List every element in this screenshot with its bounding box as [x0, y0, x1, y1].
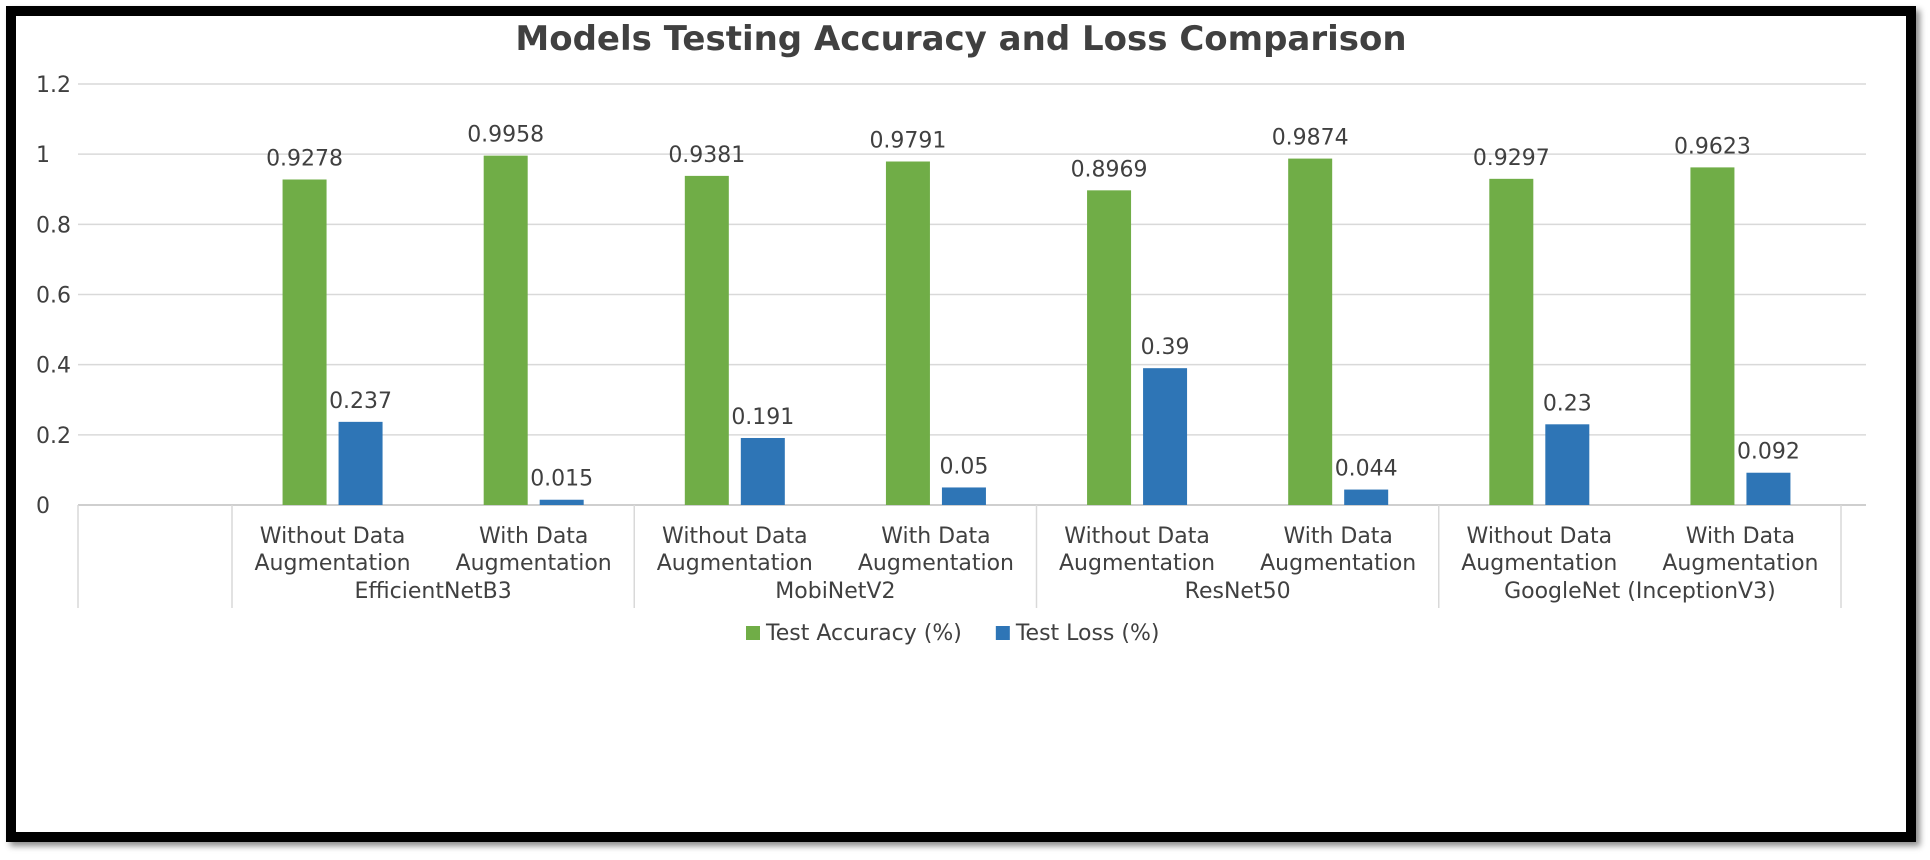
- loss-data-label: 0.015: [530, 467, 593, 492]
- accuracy-data-label: 0.9381: [668, 143, 745, 168]
- loss-bar: [539, 499, 584, 505]
- x-category-label: With Data Augmentation: [456, 524, 612, 576]
- loss-bar: [1143, 368, 1188, 505]
- x-group-label: EfficientNetB3: [355, 579, 512, 604]
- accuracy-bar: [1288, 158, 1333, 506]
- loss-bar: [740, 437, 785, 505]
- labels-layer: 0.9278 0.9958 0.9381 0.9791 0.8969 0.9874 0.92…: [266, 123, 1800, 492]
- legend-swatch-loss: [995, 626, 1010, 640]
- legend-label-accuracy: Test Accuracy (%): [765, 621, 962, 646]
- legend: Test Accuracy (%) Test Loss (%): [746, 621, 1159, 646]
- x-category-label: With Data Augmentation: [1260, 524, 1416, 576]
- accuracy-bar: [483, 155, 528, 505]
- x-group-label: GoogleNet (InceptionV3): [1504, 579, 1776, 604]
- x-category-label: Without Data Augmentation: [657, 524, 813, 576]
- y-tick-label: 1.2: [36, 73, 71, 98]
- x-group-label: ResNet50: [1185, 579, 1291, 604]
- x-category-label: Without Data Augmentation: [1461, 524, 1617, 576]
- accuracy-bar: [1690, 167, 1735, 506]
- accuracy-bar: [1489, 178, 1534, 505]
- x-category-label: Without Data Augmentation: [1059, 524, 1215, 576]
- chart-title: Models Testing Accuracy and Loss Compari…: [515, 19, 1406, 59]
- accuracy-data-label: 0.9297: [1473, 146, 1550, 171]
- accuracy-data-label: 0.9958: [467, 123, 544, 148]
- accuracy-data-label: 0.9278: [266, 146, 343, 171]
- loss-data-label: 0.39: [1141, 335, 1190, 360]
- legend-swatch-accuracy: [746, 626, 760, 640]
- accuracy-bar: [282, 179, 327, 505]
- loss-bar: [338, 421, 383, 505]
- loss-bar: [1746, 472, 1791, 505]
- x-category-label: With Data Augmentation: [858, 524, 1014, 576]
- y-tick-label: 0.8: [36, 213, 71, 238]
- x-group-label: MobiNetV2: [775, 579, 895, 604]
- loss-data-label: 0.092: [1737, 440, 1800, 465]
- x-category-label: Without Data Augmentation: [255, 524, 411, 576]
- loss-data-label: 0.05: [939, 454, 988, 479]
- legend-label-loss: Test Loss (%): [1015, 621, 1160, 646]
- chart-svg: Models Testing Accuracy and Loss Compari…: [36, 19, 1866, 646]
- y-tick-label: 1: [36, 143, 50, 168]
- y-tick-label: 0.2: [36, 424, 71, 449]
- accuracy-bar: [684, 175, 729, 506]
- y-tick-label: 0: [36, 494, 50, 519]
- accuracy-data-label: 0.8969: [1071, 157, 1148, 182]
- accuracy-data-label: 0.9791: [869, 128, 946, 153]
- x-category-label: With Data Augmentation: [1662, 524, 1818, 576]
- loss-data-label: 0.237: [329, 389, 392, 414]
- accuracy-data-label: 0.9623: [1674, 134, 1751, 159]
- loss-bar: [1344, 489, 1389, 505]
- loss-data-label: 0.23: [1543, 391, 1592, 416]
- loss-bar: [941, 487, 986, 505]
- y-tick-label: 0.6: [36, 284, 71, 309]
- y-tick-label: 0.4: [36, 354, 71, 379]
- loss-data-label: 0.191: [731, 405, 794, 430]
- accuracy-data-label: 0.9874: [1272, 126, 1349, 151]
- accuracy-bar: [885, 161, 930, 505]
- bars-layer: [282, 155, 1791, 506]
- loss-bar: [1545, 424, 1590, 505]
- chart-frame: Models Testing Accuracy and Loss Compari…: [6, 6, 1916, 842]
- loss-data-label: 0.044: [1335, 457, 1398, 482]
- grid-layer: [78, 83, 1866, 436]
- accuracy-bar: [1087, 190, 1132, 505]
